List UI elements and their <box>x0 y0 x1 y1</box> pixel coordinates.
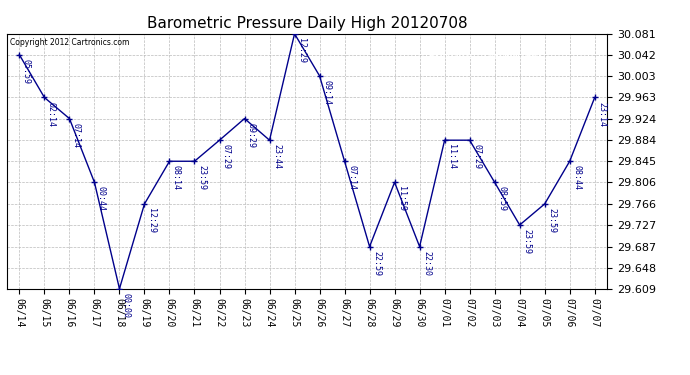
Text: 23:59: 23:59 <box>197 165 206 190</box>
Text: 07:14: 07:14 <box>72 123 81 148</box>
Text: 08:59: 08:59 <box>497 186 506 211</box>
Text: 09:14: 09:14 <box>322 80 331 105</box>
Text: 23:59: 23:59 <box>547 208 556 233</box>
Text: 12:29: 12:29 <box>147 208 156 233</box>
Text: 08:14: 08:14 <box>172 165 181 190</box>
Text: 23:59: 23:59 <box>522 229 531 254</box>
Text: 23:44: 23:44 <box>272 144 281 170</box>
Text: 11:59: 11:59 <box>397 186 406 211</box>
Text: 23:14: 23:14 <box>597 102 606 127</box>
Text: 09:29: 09:29 <box>247 123 256 148</box>
Text: 08:44: 08:44 <box>572 165 581 190</box>
Text: 07:14: 07:14 <box>347 165 356 190</box>
Text: 11:14: 11:14 <box>447 144 456 170</box>
Text: 05:59: 05:59 <box>22 59 31 84</box>
Text: 02:14: 02:14 <box>47 102 56 127</box>
Text: 07:29: 07:29 <box>472 144 481 170</box>
Text: 07:29: 07:29 <box>222 144 231 170</box>
Title: Barometric Pressure Daily High 20120708: Barometric Pressure Daily High 20120708 <box>147 16 467 31</box>
Text: 00:44: 00:44 <box>97 186 106 211</box>
Text: 12:29: 12:29 <box>297 38 306 63</box>
Text: Copyright 2012 Cartronics.com: Copyright 2012 Cartronics.com <box>10 38 129 46</box>
Text: 22:59: 22:59 <box>372 251 381 276</box>
Text: 22:30: 22:30 <box>422 251 431 276</box>
Text: 00:00: 00:00 <box>122 293 131 318</box>
